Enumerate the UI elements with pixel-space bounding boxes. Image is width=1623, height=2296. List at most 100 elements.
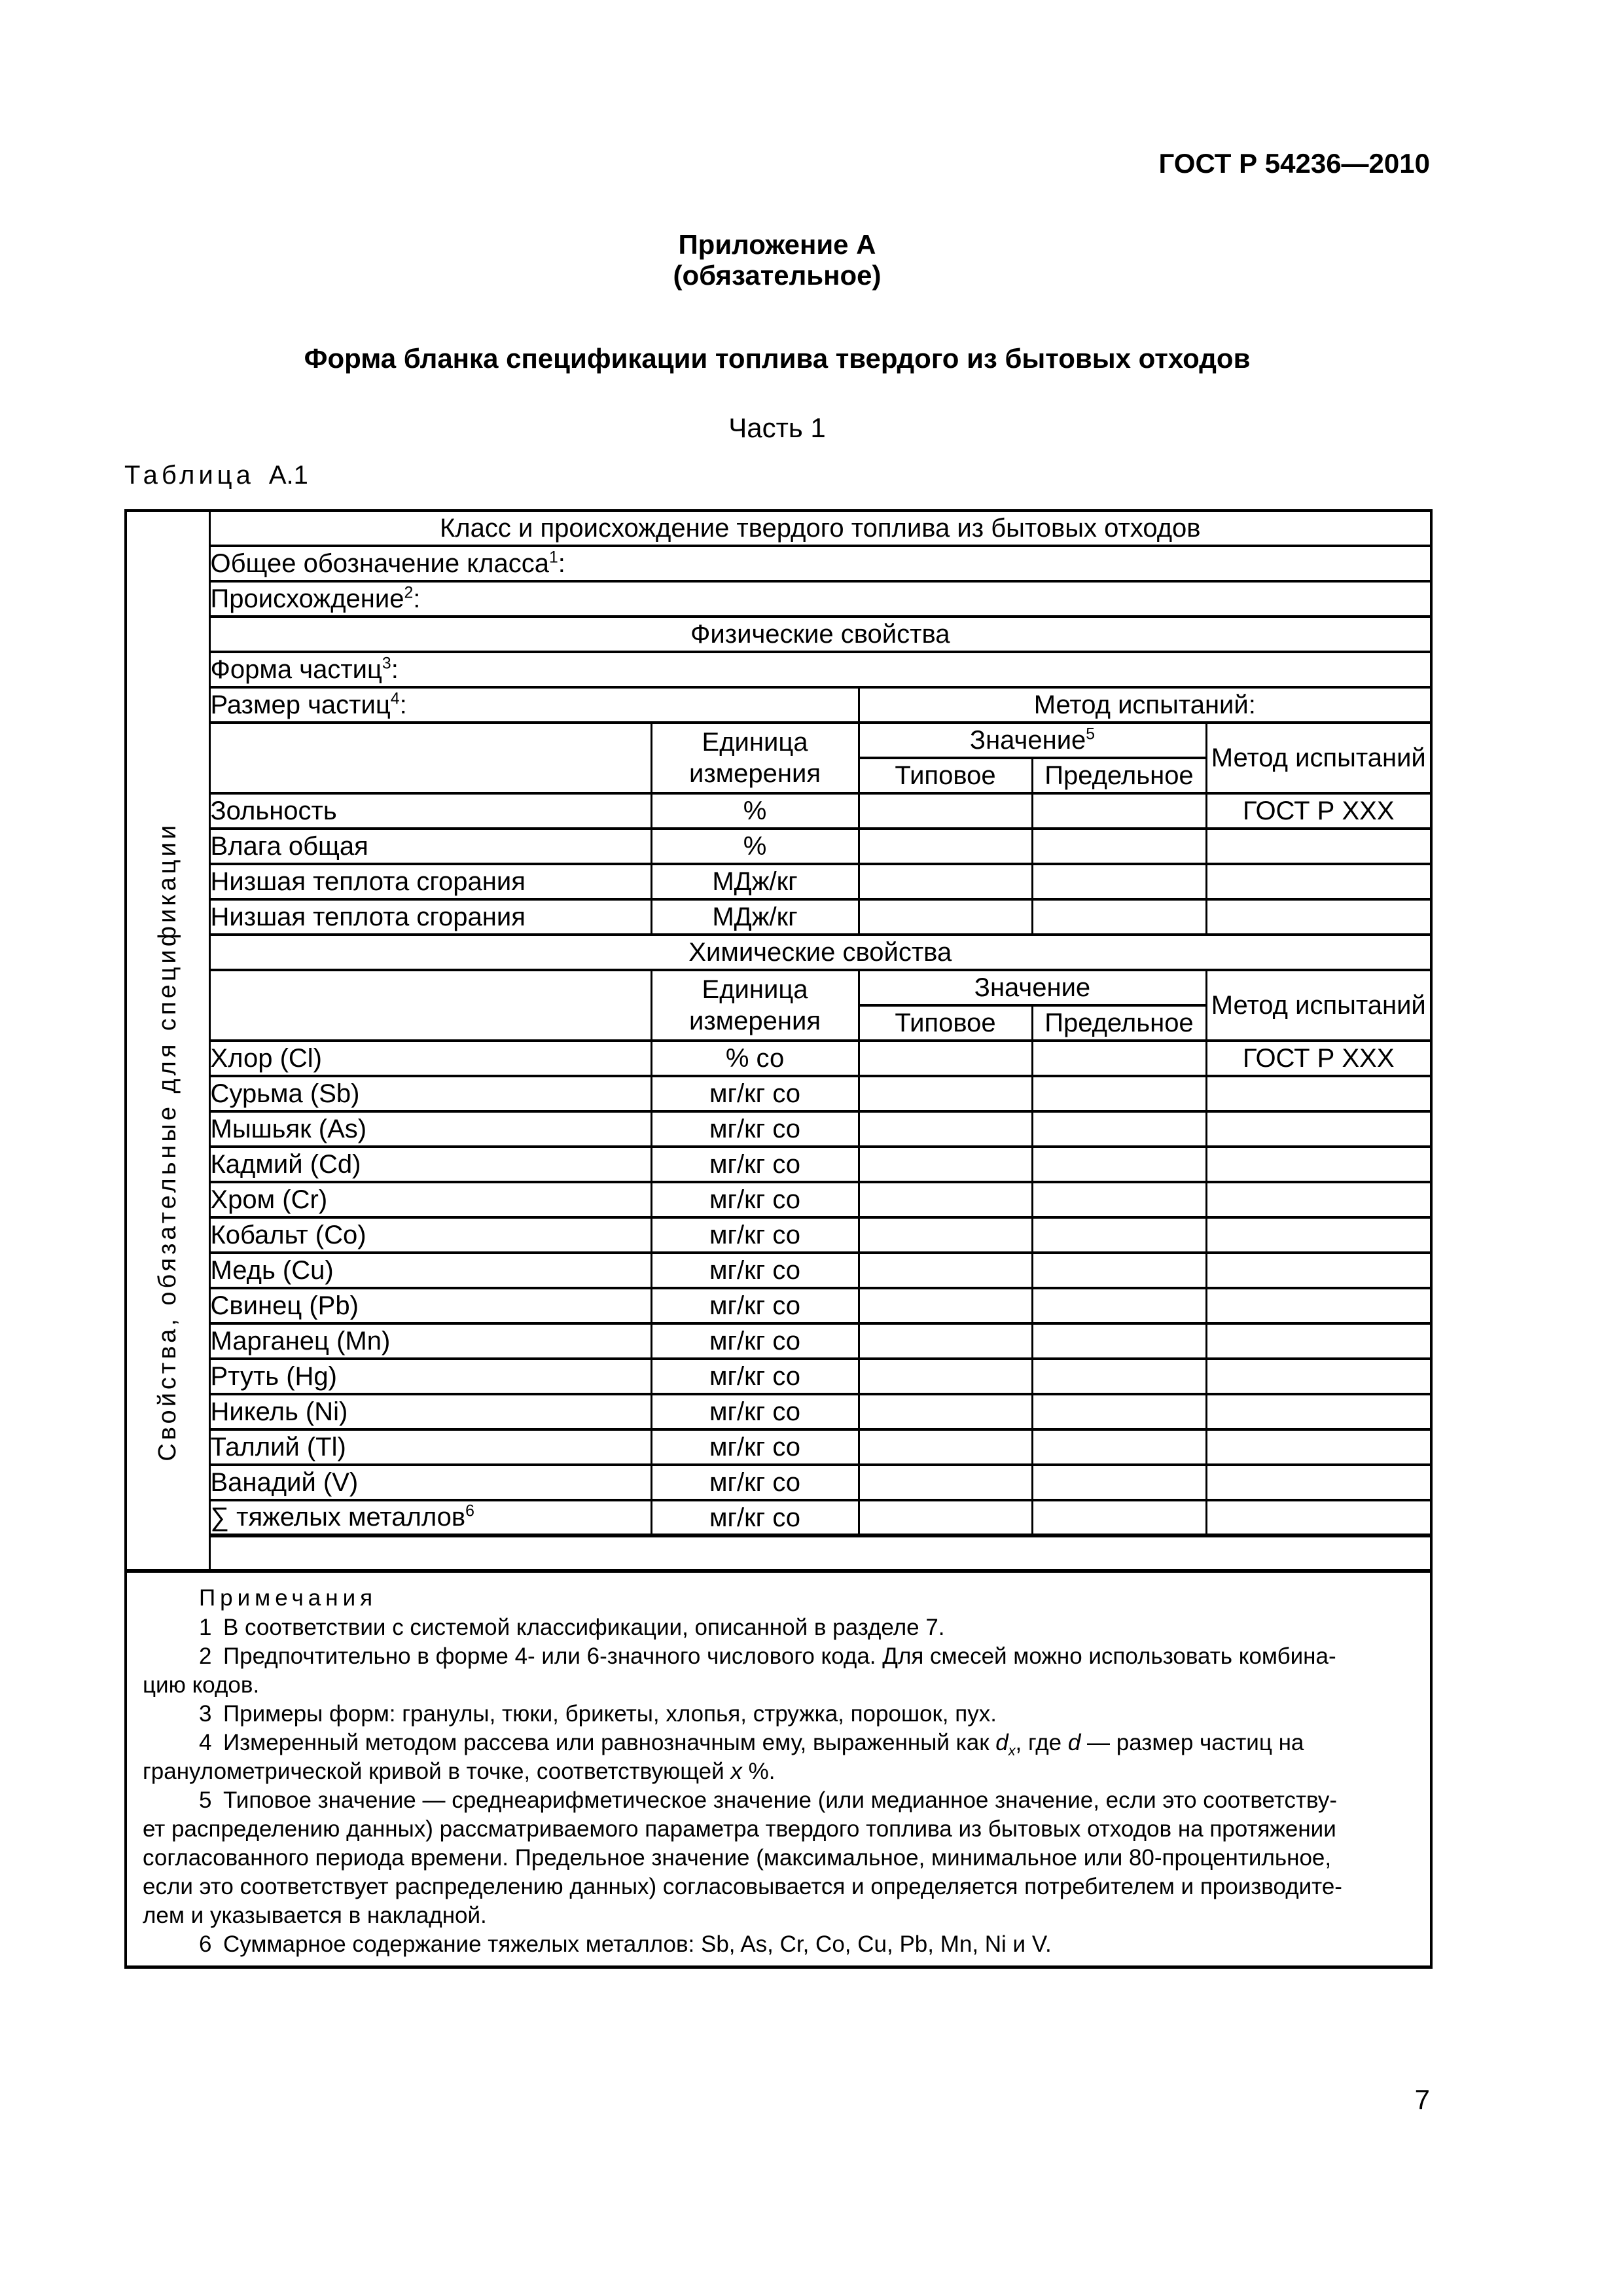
typical-value-cell	[857, 863, 1033, 901]
test-method-cell	[1205, 1463, 1433, 1501]
note-line: 6 Суммарное содержание тяжелых металлов:…	[199, 1931, 1052, 1957]
header-empty-cell	[208, 969, 652, 1042]
table-row: Ванадий (V) мг/кг со	[126, 1463, 1433, 1501]
appendix-subtitle: (обязательное)	[673, 260, 882, 291]
typical-value-cell	[857, 1357, 1033, 1395]
table-row: Зольность% ГОСТ Р ХХХ	[126, 792, 1433, 830]
empty-cell	[208, 1534, 1433, 1573]
note-line: если это соответствует распределению дан…	[143, 1874, 1342, 1899]
note-line: 4 Измеренный методом рассева или равнозн…	[199, 1730, 1304, 1759]
table-row: Сурьма (Sb) мг/кг со	[126, 1075, 1433, 1113]
note-line: 3 Примеры форм: гранулы, тюки, брикеты, …	[199, 1701, 997, 1727]
test-method-cell: ГОСТ Р ХХХ	[1205, 792, 1433, 830]
property-name-cell: Влага общая	[208, 827, 652, 865]
property-name-cell: Низшая теплота сгорания	[208, 863, 652, 901]
spec-table: Свойства, обязательные для спецификации …	[124, 509, 1433, 1969]
property-name-cell: Свинец (Pb)	[208, 1287, 652, 1325]
particle-form-cell: Форма частиц3:	[208, 651, 1433, 689]
row-origin: Происхождение2:	[126, 580, 1433, 618]
unit-cell: мг/кг со	[650, 1181, 860, 1219]
property-name-cell: Никель (Ni)	[208, 1393, 652, 1431]
empty-continuation-row	[126, 1534, 1433, 1573]
typical-value-cell	[857, 1181, 1033, 1219]
unit-cell: мг/кг со	[650, 1110, 860, 1148]
table-row: Медь (Cu) мг/кг со	[126, 1251, 1433, 1289]
table-row: Кобальт (Co) мг/кг со	[126, 1216, 1433, 1254]
physical-header-row-1: Единица измерения Значение5 Метод испыта…	[126, 721, 1433, 795]
col-header-unit: Единица измерения	[650, 969, 860, 1042]
unit-cell: % со	[650, 1039, 860, 1077]
unit-cell: МДж/кг	[650, 863, 860, 901]
property-name-cell: Таллий (Tl)	[208, 1428, 652, 1466]
unit-cell: мг/кг со	[650, 1287, 860, 1325]
col-header-value: Значение5	[857, 721, 1207, 759]
limit-value-cell	[1031, 1075, 1207, 1113]
unit-cell: мг/кг со	[650, 1463, 860, 1501]
table-caption: Таблица А.1	[124, 461, 308, 490]
class-origin-cell: Класс и происхождение твердого топлива и…	[208, 509, 1433, 547]
side-label-cell: Свойства, обязательные для спецификации	[124, 509, 211, 1572]
table-caption-number: А.1	[268, 461, 308, 490]
col-header-limit: Предельное	[1031, 1004, 1207, 1042]
table-row: ∑ тяжелых металлов6 мг/кг со	[126, 1499, 1433, 1537]
limit-value-cell	[1031, 1357, 1207, 1395]
col-header-value: Значение	[857, 969, 1207, 1007]
table-row: Низшая теплота сгорания МДж/кг	[126, 898, 1433, 936]
table-row: Ртуть (Hg) мг/кг со	[126, 1357, 1433, 1395]
chemical-header-row-2: Типовое Предельное	[126, 1004, 1431, 1042]
property-name-cell: Медь (Cu)	[208, 1251, 652, 1289]
limit-value-cell	[1031, 827, 1207, 865]
limit-value-cell	[1031, 1428, 1207, 1466]
unit-cell: мг/кг со	[650, 1393, 860, 1431]
row-class-origin: Свойства, обязательные для спецификации …	[124, 509, 1433, 1572]
class-code-cell: Общее обозначение класса1:	[208, 545, 1433, 583]
limit-value-cell	[1031, 1287, 1207, 1325]
limit-value-cell	[1031, 792, 1207, 830]
test-method-cell	[1205, 1251, 1433, 1289]
test-method-cell	[1205, 1428, 1433, 1466]
property-name-cell: Сурьма (Sb)	[208, 1075, 652, 1113]
test-method-cell	[1205, 1145, 1433, 1183]
limit-value-cell	[1031, 1145, 1207, 1183]
row-particle-size: Размер частиц4: Метод испытаний:	[126, 686, 1433, 724]
test-method-cell: ГОСТ Р ХХХ	[1205, 1039, 1433, 1077]
physical-header-row-2: Типовое Предельное	[126, 757, 1431, 795]
property-name-cell: Марганец (Mn)	[208, 1322, 652, 1360]
notes-row: Примечания 1 В соответствии с системой к…	[124, 1569, 1433, 1969]
limit-value-cell	[1031, 1393, 1207, 1431]
limit-value-cell	[1031, 1039, 1207, 1077]
typical-value-cell	[857, 827, 1033, 865]
col-header-limit: Предельное	[1031, 757, 1207, 795]
unit-cell: мг/кг со	[650, 1428, 860, 1466]
limit-value-cell	[1031, 1110, 1207, 1148]
limit-value-cell	[1031, 863, 1207, 901]
note-line: лем и указывается в накладной.	[143, 1903, 487, 1928]
limit-value-cell	[1031, 1181, 1207, 1219]
col-header-typical: Типовое	[857, 757, 1033, 795]
note-line: цию кодов.	[143, 1672, 260, 1698]
table-row: Никель (Ni) мг/кг со	[126, 1393, 1433, 1431]
chemical-header-row-1: Единица измерения Значение Метод испытан…	[126, 969, 1433, 1042]
table-row: Хлор (Cl)% со ГОСТ Р ХХХ	[126, 1039, 1433, 1077]
part-label: Часть 1	[728, 412, 826, 443]
test-method-label-cell: Метод испытаний:	[857, 686, 1433, 724]
typical-value-cell	[857, 792, 1033, 830]
unit-cell: мг/кг со	[650, 1145, 860, 1183]
unit-cell: %	[650, 827, 860, 865]
page-number: 7	[1414, 2084, 1430, 2115]
typical-value-cell	[857, 1463, 1033, 1501]
typical-value-cell	[857, 1287, 1033, 1325]
property-name-cell: Кадмий (Cd)	[208, 1145, 652, 1183]
limit-value-cell	[1031, 1216, 1207, 1254]
table-row: Марганец (Mn) мг/кг со	[126, 1322, 1433, 1360]
property-name-cell: Хром (Cr)	[208, 1181, 652, 1219]
property-name-cell: Низшая теплота сгорания	[208, 898, 652, 936]
typical-value-cell	[857, 1251, 1033, 1289]
chemical-section-cell: Химические свойства	[208, 933, 1433, 971]
property-name-cell: Зольность	[208, 792, 652, 830]
limit-value-cell	[1031, 1322, 1207, 1360]
test-method-cell	[1205, 863, 1433, 901]
limit-value-cell	[1031, 1463, 1207, 1501]
unit-cell: мг/кг со	[650, 1322, 860, 1360]
